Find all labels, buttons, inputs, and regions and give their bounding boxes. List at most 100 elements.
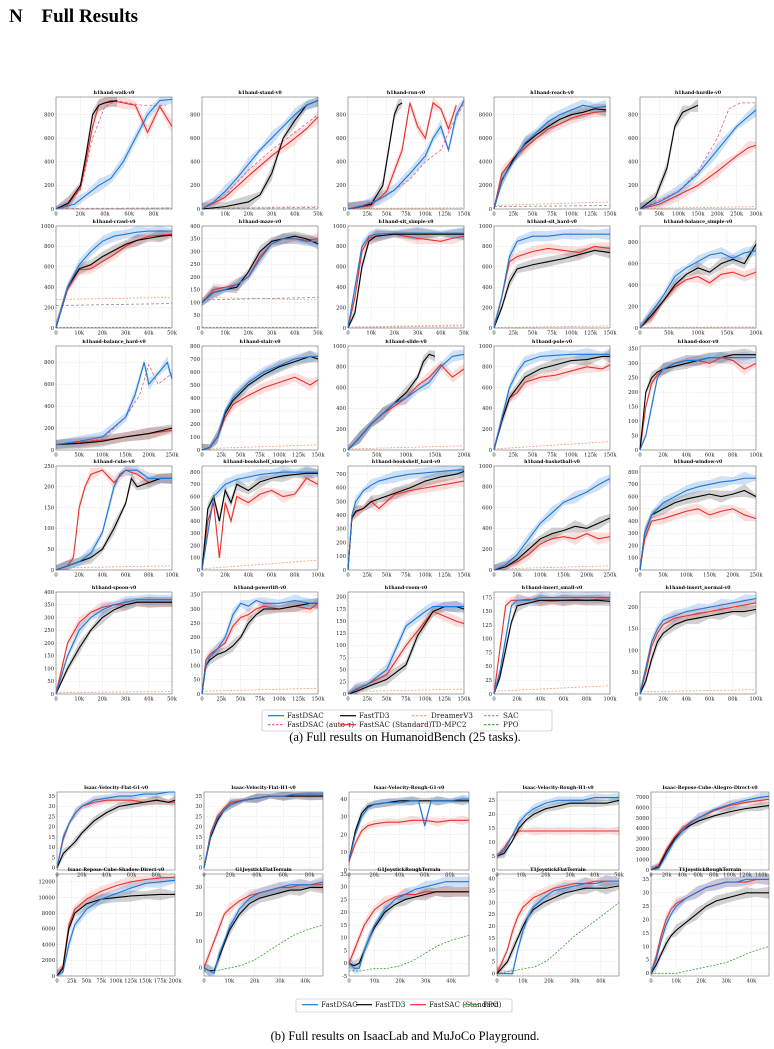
y-tick-label: 400 bbox=[336, 160, 346, 166]
chart-h1hand-door-v0: h1hand-door-v0 0 50 100 150 200 250 300 350 0 20k 4… bbox=[628, 339, 763, 459]
y-tick-label: 300 bbox=[190, 531, 200, 537]
series-line-ppo bbox=[204, 924, 324, 972]
x-tick-label: 20k bbox=[98, 697, 109, 703]
chart-h1hand-run-v0: h1hand-run-v0 0 200 400 600 800 0 25k 50k 75k 100k… bbox=[336, 90, 471, 218]
y-tick-label: 200 bbox=[44, 641, 54, 647]
x-tick-label: 40k bbox=[747, 979, 758, 985]
series-line-fasttd3 bbox=[639, 354, 756, 451]
band-fastsac-standard bbox=[348, 475, 464, 570]
y-tick-label: 5 bbox=[492, 960, 495, 966]
y-tick-label: 35 bbox=[488, 888, 495, 894]
chart-h1hand-room-v0: h1hand-room-v0 0 25 50 75 100 125 150 175 200 0 25k… bbox=[336, 585, 471, 703]
plot-frame bbox=[201, 591, 319, 695]
series-line-fastdsac bbox=[639, 250, 757, 329]
y-tick-label: 150 bbox=[44, 654, 54, 660]
y-tick-label: 400 bbox=[190, 160, 200, 166]
y-tick-label: 20 bbox=[195, 825, 202, 831]
y-tick-label: 200 bbox=[44, 183, 54, 189]
chart-g1joystickflatterrain: G1JoystickFlatTerrain 0 10 20 30 0 10k 20k 30k 40… bbox=[195, 867, 324, 985]
y-tick-label: 150 bbox=[190, 288, 200, 294]
x-tick-label: 25k bbox=[362, 573, 373, 579]
series-line-fastsac-standard bbox=[201, 116, 319, 210]
band-fastsac-standard bbox=[349, 815, 469, 866]
y-tick-label: 0 bbox=[197, 692, 200, 698]
plot-frame bbox=[639, 345, 757, 451]
band-fasttd3 bbox=[640, 98, 698, 209]
y-tick-label: 800 bbox=[482, 485, 492, 491]
series-line-dreamerv3 bbox=[55, 691, 173, 694]
series-line-fasttd3 bbox=[639, 243, 757, 329]
x-tick-label: 0 bbox=[638, 331, 641, 337]
y-tick-label: 10 bbox=[195, 939, 202, 945]
x-tick-label: 40k bbox=[682, 697, 693, 703]
y-tick-label: 800 bbox=[44, 244, 54, 250]
series-line-dreamerv3 bbox=[639, 326, 757, 328]
caption-b: (b) Full results on IsaacLab and MuJoCo … bbox=[271, 1029, 540, 1043]
y-tick-label: 10 bbox=[195, 845, 202, 851]
y-tick-label: 150 bbox=[190, 649, 200, 655]
y-tick-label: 25 bbox=[642, 904, 649, 910]
series-line-td-mpc2 bbox=[347, 325, 465, 328]
y-tick-label: 75 bbox=[339, 655, 346, 661]
y-tick-label: 800 bbox=[190, 112, 200, 118]
x-tick-label: 20k bbox=[658, 697, 669, 703]
y-tick-label: 100 bbox=[628, 556, 638, 562]
x-tick-label: 40k bbox=[446, 979, 457, 985]
x-tick-label: 150k bbox=[311, 697, 325, 703]
x-tick-label: 100k bbox=[691, 331, 705, 337]
x-tick-label: 100k bbox=[109, 979, 123, 985]
y-tick-label: 35 bbox=[48, 794, 55, 800]
band-fastdsac bbox=[202, 97, 318, 209]
series-line-dreamerv3 bbox=[493, 325, 611, 328]
y-tick-label: 800 bbox=[190, 344, 200, 350]
plot-frame bbox=[56, 873, 176, 977]
chart-title: Isaac-Velocity-Rough-G1-v0 bbox=[374, 785, 445, 791]
series-line-fastdsac bbox=[496, 797, 619, 857]
band-fastdsac bbox=[497, 793, 619, 859]
y-tick-label: 200 bbox=[44, 305, 54, 311]
y-tick-label: 0 bbox=[199, 866, 202, 872]
y-tick-label: 1000 bbox=[333, 224, 346, 230]
band-fastsac-standard bbox=[202, 598, 318, 694]
y-tick-label: 200 bbox=[190, 422, 200, 428]
x-tick-label: 60k bbox=[121, 573, 132, 579]
y-tick-label: 15 bbox=[488, 936, 495, 942]
band-fastsac-standard bbox=[494, 593, 610, 694]
y-tick-label: 600 bbox=[628, 261, 638, 267]
chart-title: h1hand-stair-v0 bbox=[240, 339, 281, 345]
x-tick-label: 0 bbox=[54, 697, 57, 703]
y-tick-label: 600 bbox=[336, 265, 346, 271]
chart-title: Isaac-Repose-Cube-Allegro-Direct-v0 bbox=[662, 785, 757, 791]
series-line-sac bbox=[201, 297, 319, 301]
chart-h1hand-bookshelf-hard-v0: h1hand-bookshelf_hard-v0 0 100 200 300 400 500… bbox=[336, 459, 471, 579]
x-tick-label: 40k bbox=[300, 979, 311, 985]
chart-title: h1hand-slide-v0 bbox=[385, 339, 426, 345]
chart-isaac-velocity-flat-g1-v0: Isaac-Velocity-Flat-G1-v0051015202530350… bbox=[48, 785, 176, 879]
y-tick-label: 175 bbox=[482, 595, 492, 601]
series-line-dreamerv3 bbox=[639, 689, 757, 693]
y-tick-label: 200 bbox=[336, 427, 346, 433]
chart-title: h1hand-sit_hard-v0 bbox=[527, 219, 577, 225]
x-tick-label: 0 bbox=[492, 697, 495, 703]
x-tick-label: 20k bbox=[544, 979, 555, 985]
chart-h1hand-reach-v0: h1hand-reach-v0 0 2000 4000 6000 8000 0 25k 50k 7… bbox=[479, 90, 618, 218]
band-fastsac-standard bbox=[56, 97, 172, 209]
x-tick-label: 150k bbox=[703, 573, 717, 579]
band-fasttd3 bbox=[57, 795, 175, 870]
plot-frame bbox=[639, 225, 757, 329]
x-tick-label: 175k bbox=[154, 979, 168, 985]
series-line-fastdsac bbox=[650, 878, 769, 974]
x-tick-label: 40k bbox=[144, 697, 155, 703]
y-tick-label: 100 bbox=[190, 663, 200, 669]
x-tick-label: 100k bbox=[723, 873, 737, 879]
y-tick-label: 0 bbox=[646, 971, 649, 977]
series-line-fastsac-standard bbox=[203, 884, 323, 969]
band-fastdsac bbox=[348, 349, 464, 450]
x-tick-label: 200k bbox=[711, 212, 725, 218]
x-tick-label: 250k bbox=[749, 573, 763, 579]
band-fastsac-standard bbox=[640, 351, 756, 450]
y-tick-label: 20 bbox=[195, 912, 202, 918]
plot-frame bbox=[493, 591, 611, 695]
band-fastsac-standard bbox=[57, 795, 175, 870]
chart-h1hand-maze-v0: h1hand-maze-v0 0 50 100 150 200 250 300 350 400 0 1… bbox=[190, 219, 324, 337]
